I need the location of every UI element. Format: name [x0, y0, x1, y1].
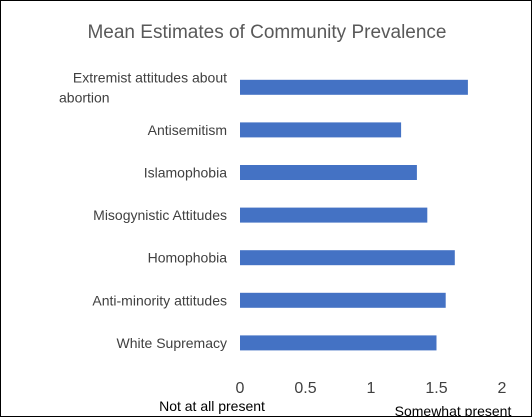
x-axis-high-label: Somewhat present [395, 403, 512, 416]
category-label: Islamophobia [144, 165, 227, 181]
chart-title: Mean Estimates of Community Prevalence [87, 22, 446, 43]
x-tick-label: 0 [236, 380, 245, 397]
bar [240, 335, 437, 351]
x-tick-label: 1.5 [425, 380, 447, 397]
x-axis-low-label: Not at all present [159, 398, 265, 414]
x-tick-label: 0.5 [294, 380, 316, 397]
category-labels: Extremist attitudes about abortion Antisem… [59, 69, 227, 351]
category-label: Misogynistic Attitudes [93, 207, 227, 223]
x-tick-label: 1 [367, 380, 376, 397]
category-label: Anti-minority attitudes [92, 292, 227, 308]
bar [240, 250, 455, 266]
bar [240, 292, 446, 308]
x-tick-labels: 0 0.5 1 1.5 2 [236, 380, 507, 397]
category-label: Antisemitism [148, 122, 227, 138]
category-label: Extremist attitudes about [73, 69, 227, 85]
bar [240, 165, 417, 180]
category-label: Homophobia [148, 250, 228, 266]
bar [240, 207, 428, 223]
bar [240, 122, 402, 138]
x-tick-label: 2 [498, 380, 507, 397]
category-label: abortion [59, 89, 110, 105]
bars [240, 79, 468, 351]
category-label: White Supremacy [117, 335, 227, 351]
bar [240, 79, 468, 95]
